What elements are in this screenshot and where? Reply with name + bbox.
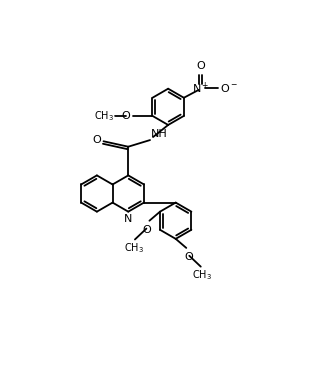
Text: O: O (143, 225, 151, 235)
Text: O: O (184, 252, 193, 262)
Text: NH: NH (151, 129, 168, 139)
Text: N$^+$: N$^+$ (192, 81, 209, 96)
Text: O: O (92, 135, 101, 145)
Text: O$^-$: O$^-$ (220, 82, 238, 94)
Text: CH$_3$: CH$_3$ (192, 268, 212, 282)
Text: N: N (124, 214, 132, 224)
Text: methoxy: methoxy (110, 115, 116, 116)
Text: O: O (196, 62, 205, 71)
Text: CH$_3$: CH$_3$ (124, 241, 144, 255)
Text: CH$_3$: CH$_3$ (94, 109, 114, 123)
Text: O: O (121, 111, 130, 121)
